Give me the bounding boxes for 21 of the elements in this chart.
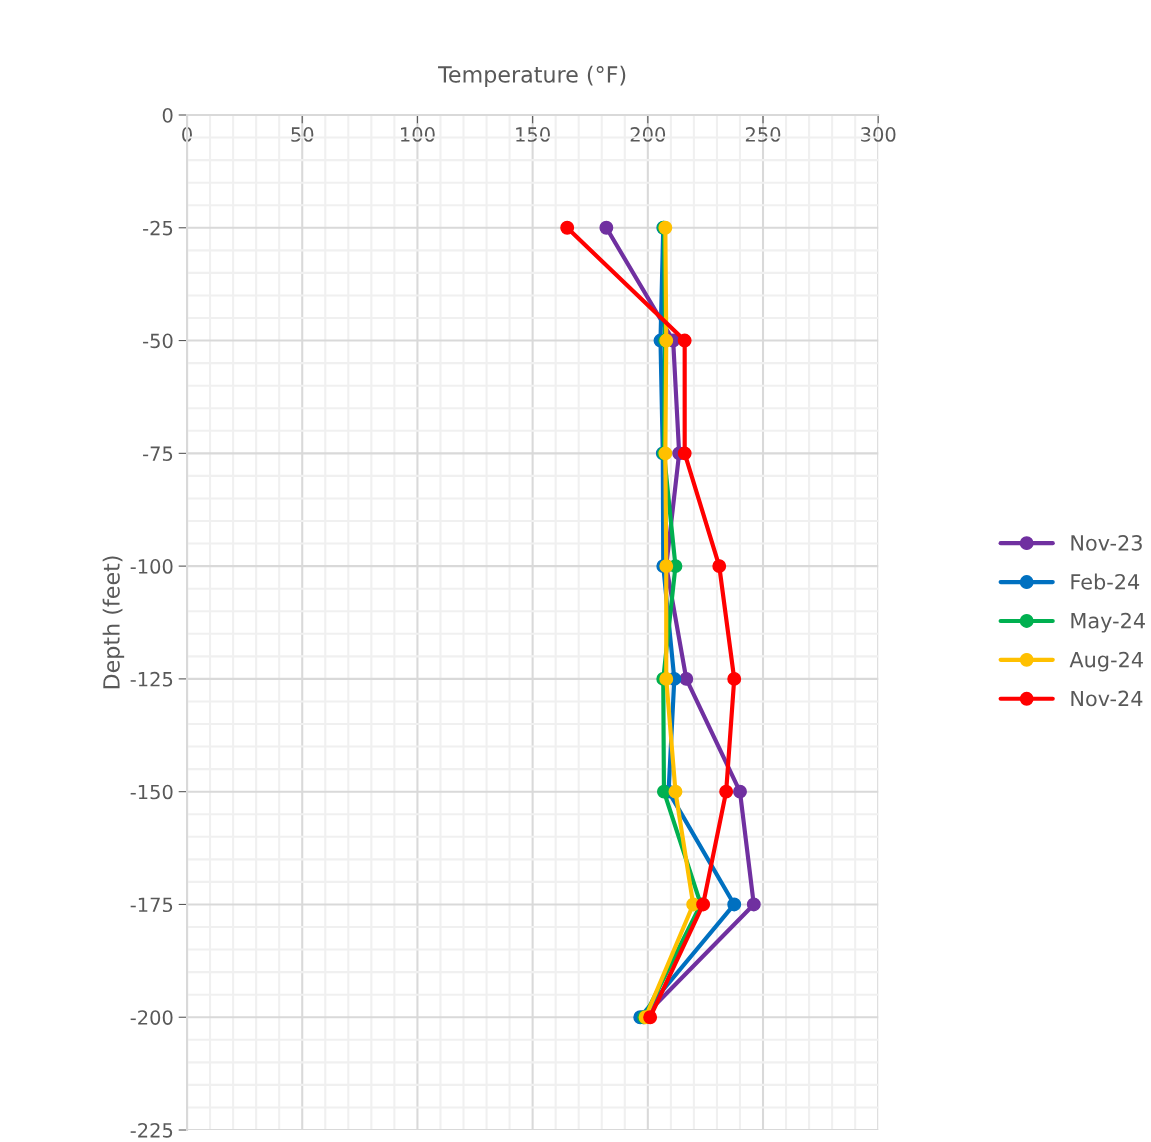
y-tick-label: 0	[162, 107, 173, 123]
legend-label: Nov-23	[1071, 534, 1142, 551]
y-tick-label: -225	[130, 1122, 173, 1138]
y-tick-label: -100	[130, 559, 173, 574]
y-tick-label: -25	[143, 220, 173, 236]
legend-label: Aug-24	[1069, 651, 1143, 672]
x-tick-label: 300	[861, 127, 896, 142]
y-tick-label: -200	[130, 1010, 173, 1025]
y-tick-label: -175	[130, 897, 173, 913]
legend-label: May-24	[1071, 612, 1145, 633]
x-axis-title: Temperature (°F)	[438, 65, 626, 88]
x-tick-label: 150	[516, 127, 550, 142]
y-tick-label: -125	[130, 671, 173, 687]
legend-label: Feb-24	[1071, 573, 1140, 590]
y-tick-label: -50	[143, 333, 173, 349]
x-tick-label: 50	[291, 127, 314, 142]
y-tick-label: -150	[130, 784, 173, 800]
y-axis-title: Depth (feet)	[102, 556, 125, 689]
y-tick-label: -75	[143, 446, 173, 461]
x-tick-label: 250	[745, 127, 781, 142]
legend-label: Nov-24	[1071, 690, 1143, 707]
